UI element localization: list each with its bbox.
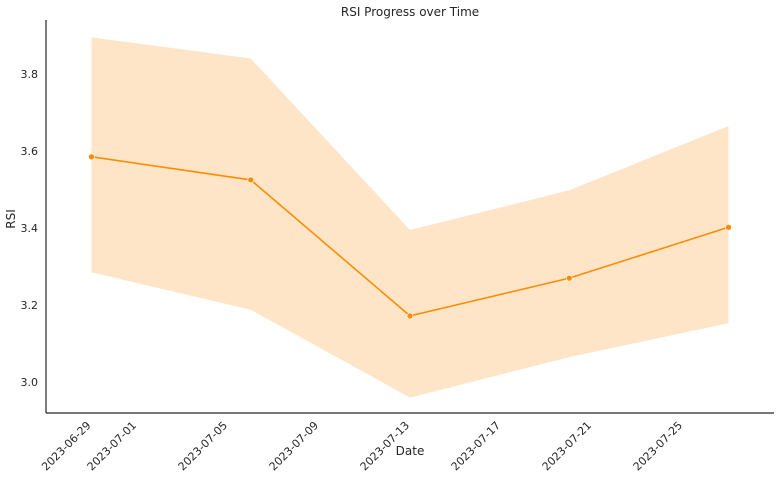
y-tick-label: 3.2 xyxy=(21,299,39,312)
y-axis-label: RSI xyxy=(4,209,18,229)
x-tick-label: 2023-07-09 xyxy=(267,419,321,473)
plot-area xyxy=(88,37,732,398)
x-tick-label: 2023-07-25 xyxy=(631,419,685,473)
x-tick-label: 2023-07-21 xyxy=(540,419,594,473)
x-axis-label: Date xyxy=(396,444,425,458)
data-point-2023-07-27 xyxy=(725,223,732,231)
x-tick-label: 2023-07-01 xyxy=(85,419,139,473)
confidence-band xyxy=(91,37,729,398)
data-point-2023-06-29 xyxy=(88,153,95,161)
y-tick-label: 3.4 xyxy=(21,222,39,235)
data-point-2023-07-20 xyxy=(565,274,573,282)
data-point-2023-07-06 xyxy=(247,176,255,184)
y-axis-ticks: 3.0 3.2 3.4 3.6 3.8 xyxy=(21,68,39,389)
chart-title: RSI Progress over Time xyxy=(341,5,479,19)
y-tick-label: 3.8 xyxy=(21,68,39,81)
y-tick-label: 3.0 xyxy=(21,376,39,389)
x-tick-label: 2023-07-17 xyxy=(449,419,503,473)
x-tick-label: 2023-07-05 xyxy=(176,419,230,473)
y-tick-label: 3.6 xyxy=(21,145,39,158)
data-point-2023-07-13 xyxy=(406,312,414,320)
